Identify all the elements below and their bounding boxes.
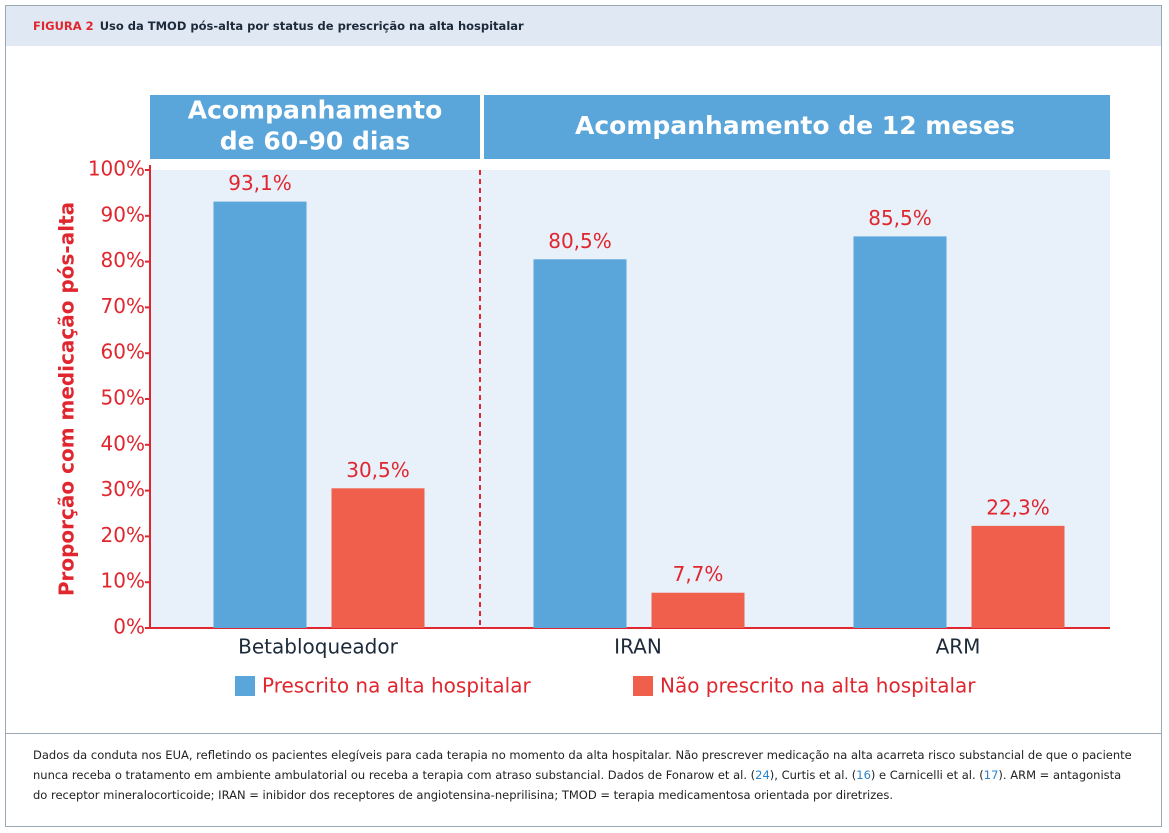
value-label: 7,7% (673, 562, 724, 586)
value-label: 93,1% (228, 171, 292, 195)
bar (971, 525, 1065, 628)
y-axis-title: Proporção com medicação pós-alta (55, 202, 79, 596)
caption-text: ). ARM = antagonista do receptor mineral… (33, 768, 1122, 802)
y-tick-label: 60% (101, 340, 145, 364)
panel-title: Acompanhamento de 12 meses (575, 111, 1015, 140)
bar (853, 236, 947, 628)
y-tick-label: 40% (101, 431, 145, 455)
legend-swatch (235, 676, 255, 696)
bar (651, 592, 745, 628)
bar (533, 259, 627, 628)
caption: Dados da conduta nos EUA, refletindo os … (33, 745, 1138, 805)
y-tick-label: 70% (101, 294, 145, 318)
legend-swatch (633, 676, 653, 696)
x-tick-label: ARM (936, 635, 981, 659)
legend-label: Não prescrito na alta hospitalar (660, 674, 976, 698)
figure-title: Uso da TMOD pós-alta por status de presc… (99, 19, 524, 33)
x-tick-label: Betabloqueador (238, 635, 398, 659)
panel-title: de 60-90 dias (220, 127, 410, 156)
figure-header: FIGURA 2 Uso da TMOD pós-alta por status … (6, 6, 1161, 46)
bar (331, 488, 425, 628)
bar (213, 201, 307, 629)
legend-label: Prescrito na alta hospitalar (262, 674, 531, 698)
y-tick-label: 30% (101, 477, 145, 501)
value-label: 22,3% (986, 495, 1050, 519)
y-tick-label: 80% (101, 248, 145, 272)
panel-header (484, 95, 1110, 159)
value-label: 80,5% (548, 229, 612, 253)
value-label: 30,5% (346, 458, 410, 482)
separator (6, 733, 1161, 734)
panel-header (150, 95, 480, 159)
value-label: 85,5% (868, 206, 932, 230)
figure-label: FIGURA 2 (33, 19, 94, 33)
caption-text: ), Curtis et al. ( (769, 768, 857, 782)
caption-text: Dados da conduta nos EUA, refletindo os … (33, 748, 1132, 782)
y-tick-label: 0% (113, 615, 145, 639)
reference-link[interactable]: 24 (755, 768, 770, 782)
y-tick-label: 10% (101, 569, 145, 593)
caption-text: ) e Carnicelli et al. ( (870, 768, 984, 782)
x-tick-label: IRAN (614, 635, 662, 659)
figure-frame: FIGURA 2 Uso da TMOD pós-alta por status … (5, 5, 1162, 827)
y-tick-label: 20% (101, 523, 145, 547)
y-tick-label: 100% (88, 157, 145, 181)
panel-title: Acompanhamento (188, 96, 443, 125)
reference-link[interactable]: 17 (983, 768, 999, 782)
reference-link[interactable]: 16 (856, 768, 871, 782)
y-tick-label: 90% (101, 202, 145, 226)
y-tick-label: 50% (101, 386, 145, 410)
plot-background (150, 170, 1110, 628)
